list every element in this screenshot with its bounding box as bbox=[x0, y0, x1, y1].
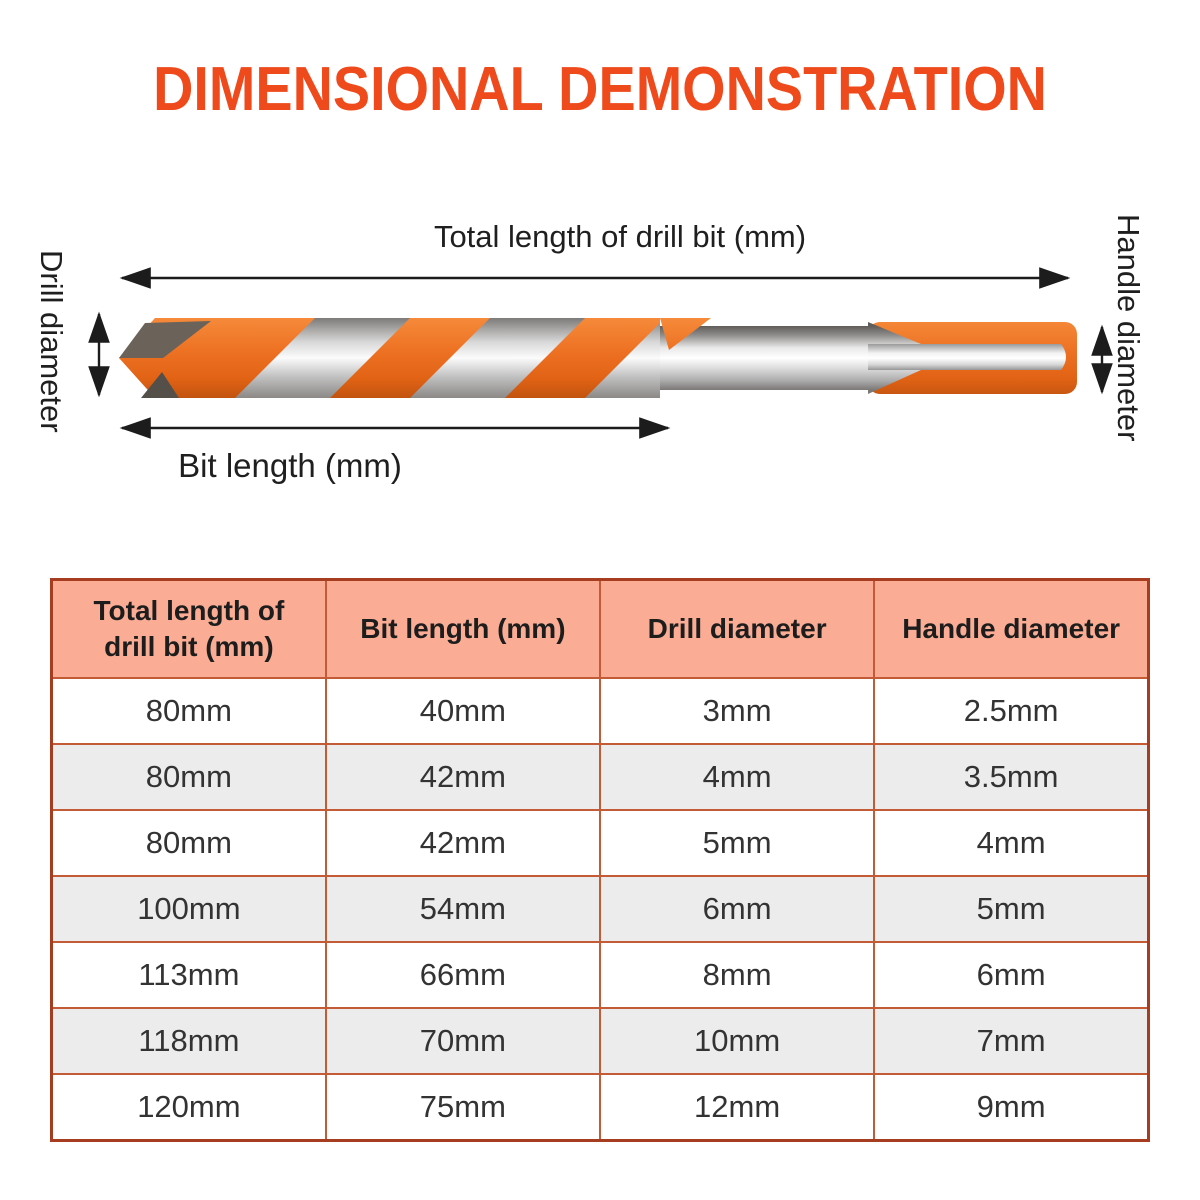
table-cell: 6mm bbox=[598, 875, 876, 943]
table-cell: 3mm bbox=[598, 677, 876, 745]
table-cell: 10mm bbox=[598, 1007, 876, 1075]
table-header-cell: Drill diameter bbox=[598, 578, 876, 679]
drill-diameter-label: Drill diameter bbox=[34, 250, 69, 433]
table-header-cell: Total length of drill bit (mm) bbox=[50, 578, 327, 679]
table-cell: 5mm bbox=[873, 875, 1150, 943]
table-cell: 42mm bbox=[324, 809, 602, 877]
table-cell: 54mm bbox=[324, 875, 602, 943]
table-cell: 7mm bbox=[873, 1007, 1150, 1075]
table-cell: 6mm bbox=[873, 941, 1150, 1009]
table-cell: 113mm bbox=[50, 941, 327, 1009]
bit-flutes bbox=[143, 318, 660, 398]
table-cell: 8mm bbox=[598, 941, 876, 1009]
table-cell: 80mm bbox=[50, 743, 327, 811]
table-header-cell: Handle diameter bbox=[873, 578, 1150, 679]
table-row: 113mm 66mm 8mm 6mm bbox=[50, 941, 1150, 1009]
spec-table-head: Total length of drill bit (mm) Bit length… bbox=[50, 578, 1150, 679]
table-cell: 66mm bbox=[324, 941, 602, 1009]
dimension-arrows bbox=[88, 267, 1113, 439]
table-row: 120mm 75mm 12mm 9mm bbox=[50, 1073, 1150, 1142]
table-cell: 118mm bbox=[50, 1007, 327, 1075]
table-cell: 9mm bbox=[873, 1073, 1150, 1142]
table-cell: 75mm bbox=[324, 1073, 602, 1142]
table-header-cell: Bit length (mm) bbox=[324, 578, 602, 679]
table-cell: 120mm bbox=[50, 1073, 327, 1142]
table-cell: 80mm bbox=[50, 809, 327, 877]
page-title: DIMENSIONAL DEMONSTRATION bbox=[153, 55, 1047, 124]
bit-flute-tongue bbox=[660, 318, 711, 350]
table-cell: 70mm bbox=[324, 1007, 602, 1075]
drill-bit-illustration bbox=[119, 318, 1077, 398]
total-length-label: Total length of drill bit (mm) bbox=[433, 219, 807, 254]
table-cell: 5mm bbox=[598, 809, 876, 877]
table-cell: 80mm bbox=[50, 677, 327, 745]
table-row: 80mm 42mm 5mm 4mm bbox=[50, 809, 1150, 877]
table-cell: 2.5mm bbox=[873, 677, 1150, 745]
table-row: 80mm 42mm 4mm 3.5mm bbox=[50, 743, 1150, 811]
table-cell: 3.5mm bbox=[873, 743, 1150, 811]
table-cell: 4mm bbox=[873, 809, 1150, 877]
bit-tip bbox=[119, 318, 211, 398]
table-row: 100mm 54mm 6mm 5mm bbox=[50, 875, 1150, 943]
table-cell: 4mm bbox=[598, 743, 876, 811]
table-row: 118mm 70mm 10mm 7mm bbox=[50, 1007, 1150, 1075]
handle-diameter-label: Handle diameter bbox=[1111, 214, 1146, 442]
table-row: 80mm 40mm 3mm 2.5mm bbox=[50, 677, 1150, 745]
table-cell: 40mm bbox=[324, 677, 602, 745]
bit-length-label: Bit length (mm) bbox=[178, 447, 402, 484]
spec-table-body: 80mm 40mm 3mm 2.5mm 80mm 42mm 4mm 3.5mm 80mm 42mm… bbox=[50, 677, 1150, 1142]
table-cell: 42mm bbox=[324, 743, 602, 811]
bit-handle bbox=[868, 322, 1077, 394]
spec-table: Total length of drill bit (mm) Bit length… bbox=[50, 578, 1150, 1142]
table-header-row: Total length of drill bit (mm) Bit length… bbox=[50, 578, 1150, 679]
table-cell: 12mm bbox=[598, 1073, 876, 1142]
table-cell: 100mm bbox=[50, 875, 327, 943]
